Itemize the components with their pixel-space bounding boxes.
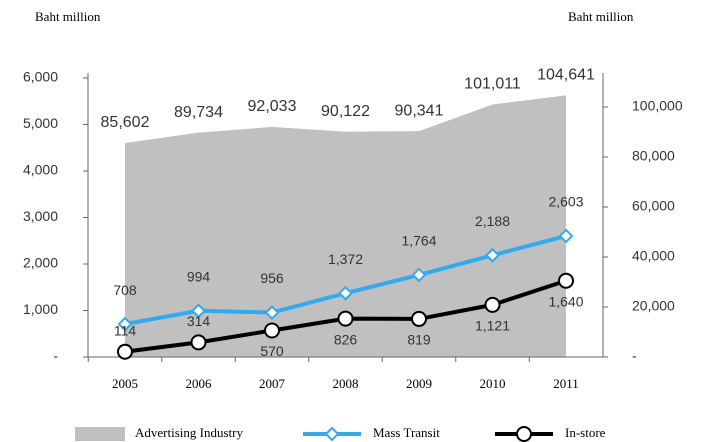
y2-tick-label: 80,000 — [632, 148, 675, 164]
x-tick-label: 2006 — [186, 376, 213, 391]
marker — [484, 296, 501, 313]
y2-tick-label: 40,000 — [632, 248, 675, 264]
data-label: 819 — [407, 332, 431, 348]
legend-label: Advertising Industry — [135, 425, 243, 440]
data-label: 89,734 — [174, 104, 223, 121]
marker — [338, 285, 353, 301]
marker — [411, 267, 427, 283]
marker — [516, 426, 532, 442]
y-tick-label: - — [53, 348, 58, 364]
x-tick-label: 2010 — [480, 376, 506, 391]
data-label: 2,603 — [548, 194, 583, 210]
data-label: 994 — [187, 268, 211, 284]
area — [125, 95, 566, 358]
x-tick-label: 2009 — [406, 376, 432, 391]
data-label: 826 — [334, 331, 358, 347]
data-label: 101,011 — [464, 76, 521, 93]
y2-axis-label: Baht million — [568, 9, 634, 24]
y2-tick-label: 60,000 — [632, 198, 675, 214]
data-label: 1,121 — [475, 318, 510, 334]
marker — [117, 343, 133, 360]
data-label: 956 — [260, 270, 284, 286]
data-label: 2,188 — [475, 213, 510, 229]
legend-label: In-store — [565, 425, 606, 440]
y2-tick-label: 20,000 — [632, 298, 675, 314]
x-tick-label: 2008 — [333, 376, 359, 391]
y-tick-label: 6,000 — [23, 69, 58, 85]
marker — [190, 334, 207, 351]
data-label: 114 — [114, 322, 137, 338]
y-tick-label: 5,000 — [23, 115, 58, 131]
x-tick-label: 2011 — [553, 376, 579, 391]
marker — [558, 272, 574, 289]
data-label: 708 — [113, 282, 137, 298]
y-tick-label: 1,000 — [23, 301, 58, 317]
marker — [558, 228, 574, 244]
data-label: 85,602 — [101, 114, 150, 131]
marker — [264, 305, 280, 320]
data-label: 1,764 — [401, 233, 436, 249]
data-label: 90,122 — [321, 103, 370, 120]
marker — [264, 322, 280, 339]
y-axis-label: Baht million — [35, 9, 101, 24]
x-tick-label: 2007 — [259, 376, 286, 391]
x-tick-label: 2005 — [112, 376, 138, 391]
data-label: 104,641 — [537, 67, 595, 84]
y2-tick-label: - — [632, 348, 637, 364]
data-label: 314 — [187, 313, 211, 329]
legend-swatch — [75, 427, 125, 441]
marker — [485, 247, 500, 263]
y-tick-label: 2,000 — [23, 255, 58, 271]
data-label: 1,640 — [548, 293, 583, 309]
marker — [324, 426, 340, 442]
data-label: 1,372 — [328, 251, 363, 267]
marker — [411, 310, 427, 327]
marker — [337, 310, 354, 327]
data-label: 570 — [260, 343, 284, 359]
data-label: 92,033 — [248, 98, 297, 115]
y-tick-label: 4,000 — [23, 162, 58, 178]
y-tick-label: 3,000 — [23, 208, 58, 224]
data-label: 90,341 — [395, 102, 444, 119]
legend-label: Mass Transit — [373, 425, 440, 440]
marker — [117, 316, 133, 332]
y2-tick-label: 100,000 — [632, 98, 683, 114]
marker — [191, 303, 206, 319]
